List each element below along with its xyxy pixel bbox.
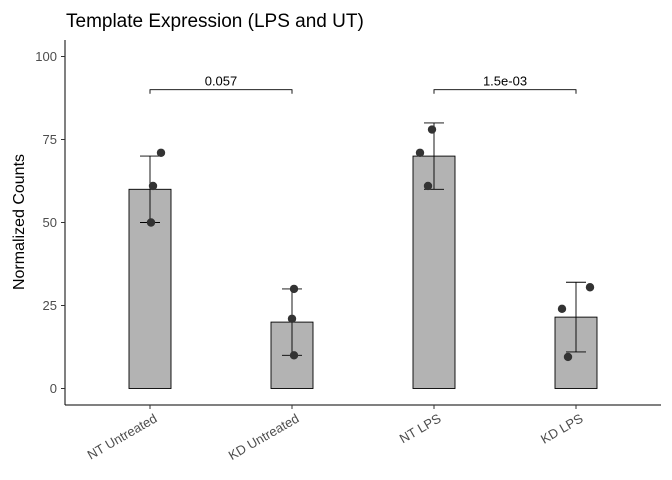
y-tick-label: 100 [35,49,57,64]
chart-title: Template Expression (LPS and UT) [66,11,364,32]
bar [412,155,456,389]
significance-bracket [149,89,293,94]
data-point [557,304,567,314]
data-point [289,351,299,360]
plot-area: 0 25 50 75 100 NT Untreated KD Untreated NT LPS… [35,40,661,463]
data-point [415,148,425,157]
data-point [427,125,437,134]
y-axis-label: Normalized Counts [11,154,28,290]
y-tick-label: 50 [43,215,57,230]
y-tick-label: 25 [43,298,57,313]
x-tick-label: NT LPS [397,410,444,446]
significance-label: 1.5e-03 [483,74,527,89]
data-point [287,314,297,323]
significance-bracket [433,89,577,94]
data-point [563,352,573,362]
significance-label: 0.057 [205,74,238,89]
x-tick-label: KD LPS [538,410,586,446]
data-point [148,181,158,191]
y-tick-label: 75 [43,132,57,147]
data-point [156,148,166,157]
data-point [423,181,433,191]
data-point [585,283,595,292]
data-point [146,218,156,227]
x-tick-label: NT Untreated [85,411,160,463]
data-point [289,284,299,294]
x-tick-label: KD Untreated [226,411,302,463]
y-tick-label: 0 [50,381,57,396]
